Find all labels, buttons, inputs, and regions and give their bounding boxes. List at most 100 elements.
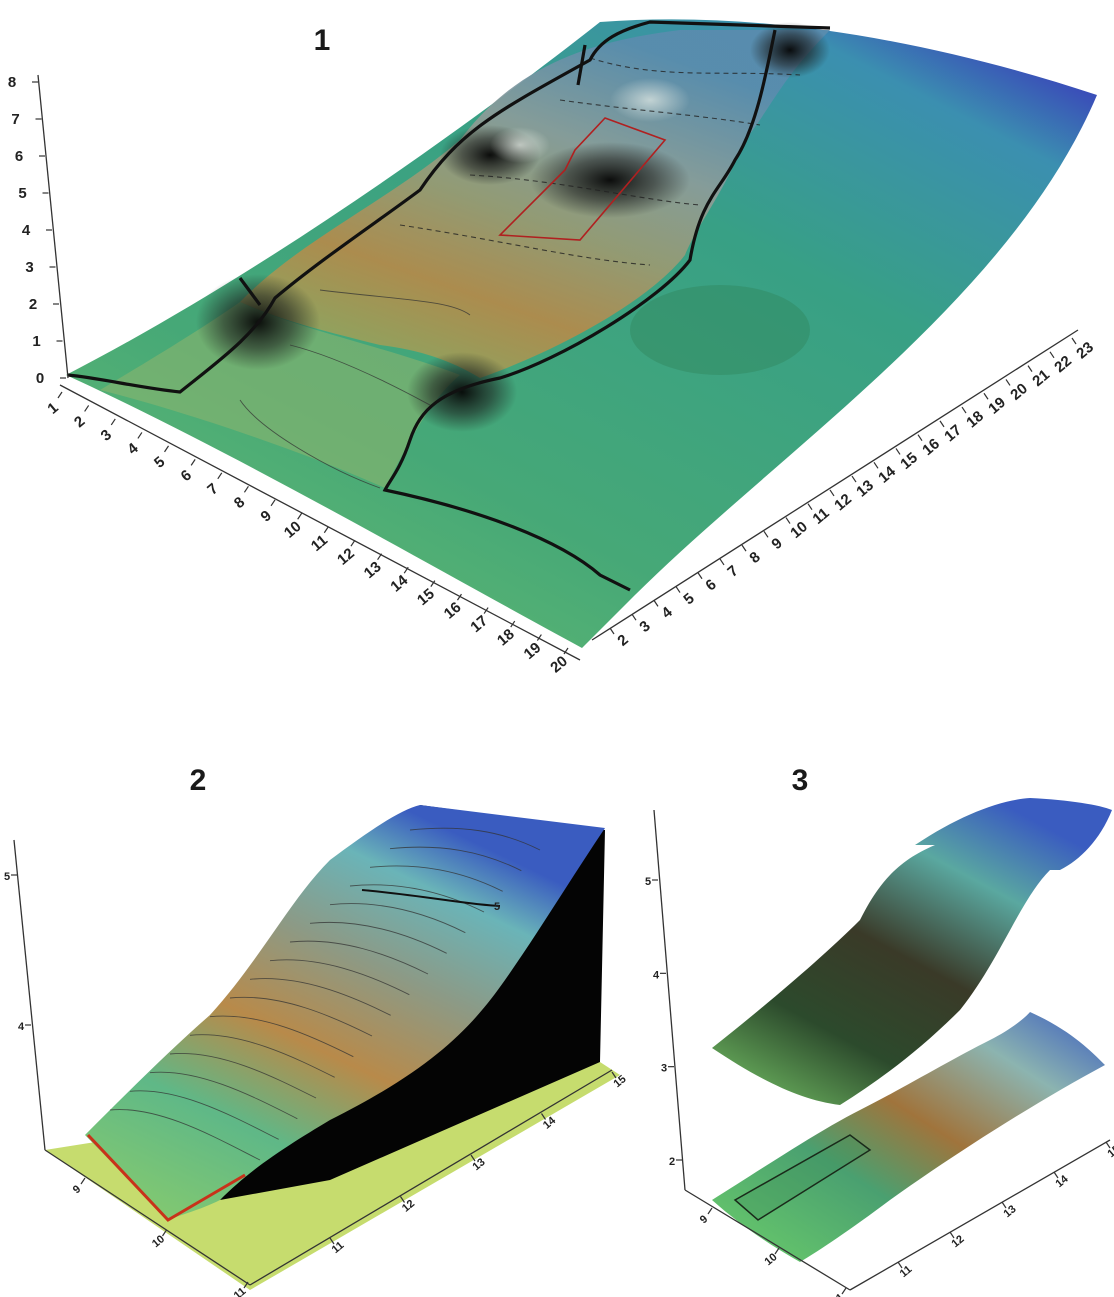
contour-line [289, 940, 429, 975]
tick-label: 17 [467, 612, 491, 636]
panel-2-label: 2 [190, 764, 207, 797]
tick-label: 20 [1007, 380, 1031, 404]
x-axis [59, 384, 581, 661]
contour-label: 5 [494, 901, 500, 913]
tick-mark [807, 503, 813, 511]
surface-1-road-lower [100, 302, 460, 488]
contour-line [169, 1052, 317, 1099]
contour-line [269, 959, 410, 996]
contour-line [469, 174, 701, 206]
tick-mark [137, 432, 143, 439]
tick-mark [675, 586, 681, 593]
tick-label: 9 [71, 1183, 83, 1196]
tick-label: 9 [698, 1213, 710, 1226]
tick-label: 5 [4, 871, 10, 883]
x-axis [684, 1189, 851, 1291]
tick-label: 5 [151, 453, 168, 471]
tick-label: 13 [853, 477, 877, 501]
tick-label: 4 [18, 1021, 25, 1033]
boundary-line [67, 20, 831, 394]
tick-mark [611, 1071, 617, 1079]
panel-1-label: 1 [314, 24, 331, 57]
surface-1-road [240, 30, 830, 378]
tick-mark [541, 1113, 546, 1120]
tick-mark [323, 526, 329, 534]
tick-label: 18 [963, 408, 987, 432]
tick-label: 2 [29, 296, 37, 313]
shadow [630, 285, 810, 375]
red-path [86, 1133, 246, 1222]
tick-label: 5 [18, 185, 26, 202]
tick-label: 12 [831, 491, 855, 515]
tick-label: 11 [810, 505, 833, 528]
tick-label: 14 [875, 463, 899, 487]
tick-label: 4 [22, 222, 31, 239]
z-ticks: 2 3 4 5 [645, 876, 682, 1168]
tick-label: 8 [231, 494, 248, 512]
z-axis [37, 74, 69, 379]
tick-mark [873, 461, 879, 469]
z-ticks: 45 [4, 871, 31, 1033]
contour-line [319, 289, 471, 316]
tick-mark [1105, 1141, 1111, 1149]
tick-mark [510, 620, 516, 628]
tick-mark [983, 392, 989, 400]
boundary-line [576, 44, 587, 86]
tick-mark [1049, 351, 1055, 359]
tick-label: 3 [661, 1063, 667, 1075]
tick-label: 7 [724, 562, 741, 580]
contour-line [109, 1109, 261, 1161]
tick-mark [470, 1154, 476, 1162]
building-outline [733, 1134, 872, 1221]
tick-label: 8 [8, 74, 16, 91]
tick-label: 16 [919, 435, 943, 459]
contour-line [239, 399, 381, 489]
tick-label: 6 [15, 148, 23, 165]
tick-mark [741, 544, 747, 552]
tick-label: 9 [258, 507, 275, 525]
tick-mark [563, 647, 569, 655]
contour-line [149, 1071, 298, 1120]
tick-mark [851, 475, 857, 483]
tick-mark [403, 566, 409, 574]
tick-mark [774, 1247, 780, 1255]
tick-label: 16 [441, 599, 465, 623]
tick-label: 3 [98, 426, 115, 444]
tick-mark [329, 1237, 335, 1245]
panel-3-label: 3 [792, 764, 809, 797]
tick-label: 5 [680, 590, 697, 608]
tick-label: 1 [32, 333, 40, 350]
tick-label: 2 [71, 413, 88, 431]
tick-mark [939, 420, 945, 428]
contour-line [389, 846, 522, 872]
y-axis [849, 1139, 1111, 1291]
tick-mark [697, 572, 703, 580]
surface-3-upper [712, 798, 1112, 1105]
contours-2 [109, 827, 541, 1161]
tick-label: 20 [547, 653, 571, 677]
tick-label: 9 [768, 535, 785, 553]
y-axis [249, 1069, 613, 1286]
tick-label: 11 [830, 1291, 847, 1297]
contour-line [361, 889, 501, 907]
tick-label: 7 [204, 480, 221, 498]
tick-label: 3 [25, 259, 33, 276]
tick-mark [631, 613, 637, 621]
tick-mark [110, 418, 116, 426]
tick-mark [785, 517, 791, 524]
z-ticks: 0 1 2 3 4 5 6 7 8 [8, 74, 66, 387]
contour-line [589, 57, 801, 76]
tick-mark [841, 1287, 847, 1295]
tick-mark [829, 489, 835, 497]
contour-line [289, 344, 431, 406]
boundary-line [238, 277, 262, 306]
surface-1 [66, 19, 1097, 649]
tick-mark [1027, 365, 1033, 372]
tick-label: 22 [1051, 352, 1075, 376]
tick-label: 10 [787, 518, 811, 542]
tick-mark [949, 1231, 955, 1239]
tick-mark [1071, 337, 1077, 345]
tick-mark [400, 1196, 405, 1203]
